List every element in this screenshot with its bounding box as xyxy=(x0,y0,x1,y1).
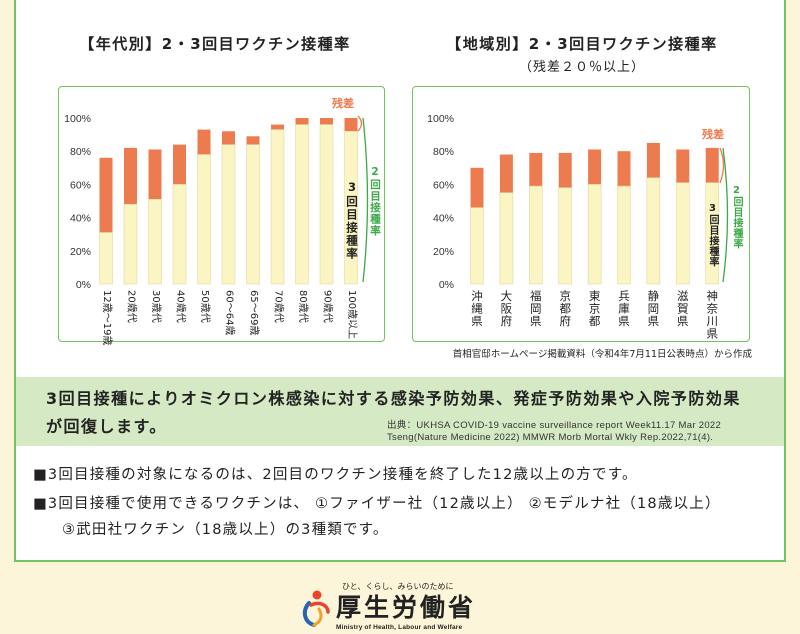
mhlw-person-icon xyxy=(302,590,330,627)
residual-label: 残差 xyxy=(332,97,354,110)
bar-third-dose xyxy=(99,232,113,285)
y-tick-label: 40% xyxy=(433,213,454,225)
logo-tagline: ひと、くらし、みらいのために xyxy=(342,582,454,591)
y-tick-label: 20% xyxy=(433,246,454,258)
bar-third-dose xyxy=(221,144,236,285)
region-chart-title: 【地域別】2・3回目ワクチン接種率 xyxy=(446,35,718,53)
x-category-label: 60～64歳 xyxy=(223,290,235,336)
y-tick-label: 80% xyxy=(70,146,91,158)
x-category-label: 京都府 xyxy=(558,290,573,328)
chart-frame xyxy=(412,86,750,342)
source-note: 首相官邸ホームページ掲載資料（令和4年7月11日公表時点）から作成 xyxy=(452,349,752,360)
y-tick-label: 20% xyxy=(70,246,91,258)
citation: Tseng(Nature Medicine 2022) MMWR Morb Mo… xyxy=(387,432,714,443)
logo-name: 厚生労働省 xyxy=(336,593,477,622)
bar-third-dose xyxy=(675,182,690,285)
second-dose-bracket xyxy=(362,117,369,283)
x-category-label: 東京都 xyxy=(587,290,602,328)
bar-third-dose xyxy=(617,185,631,285)
x-category-label: 40歳代 xyxy=(174,290,186,323)
x-category-label: 30歳代 xyxy=(150,290,161,323)
x-category-label: 80歳代 xyxy=(297,290,308,323)
x-category-label: 90歳代 xyxy=(321,290,333,323)
bar-third-dose xyxy=(558,187,572,285)
second-dose-label: 2回目接種率 xyxy=(369,166,381,237)
age-bar-chart: 0% 20% 40% 60% 80% 100% 残差 3回目接種率 2回目接種率 12歳～… xyxy=(58,86,385,346)
x-category-label: 20歳代 xyxy=(125,290,137,323)
x-category-label: 65～69歳 xyxy=(248,290,259,336)
y-tick-label: 60% xyxy=(70,179,91,191)
bar-third-dose xyxy=(270,129,285,285)
bar-third-dose xyxy=(123,204,138,285)
banner-line: 3回目接種によりオミクロン株感染に対する感染予防効果、発症予防効果や入院予防効果 xyxy=(46,389,741,408)
logo-english-name: Ministry of Health, Labour and Welfare xyxy=(336,624,463,631)
effect-banner: 3回目接種によりオミクロン株感染に対する感染予防効果、発症予防効果や入院予防効果… xyxy=(16,377,784,446)
note-line: ③武田社ワクチン（18歳以上）の3種類です。 xyxy=(62,522,389,538)
x-category-label: 100歳以上 xyxy=(346,290,357,340)
third-dose-label: 3回目接種率 xyxy=(707,203,718,267)
y-tick-label: 80% xyxy=(433,146,454,158)
y-tick-label: 0% xyxy=(76,279,91,291)
bar-third-dose xyxy=(470,207,484,285)
x-category-label: 12歳～19歳 xyxy=(101,290,112,346)
x-category-label: 沖縄県 xyxy=(470,290,484,328)
bar-third-dose xyxy=(319,124,334,285)
bar-third-dose xyxy=(499,192,514,285)
age-chart-title: 【年代別】2・3回目ワクチン接種率 xyxy=(79,35,351,53)
note-line: ■3回目接種で使用できるワクチンは、 ①ファイザー社（12歳以上） ②モデルナ社… xyxy=(33,496,721,512)
y-tick-label: 100% xyxy=(427,113,454,125)
bar-third-dose xyxy=(344,130,358,285)
x-category-label: 大阪府 xyxy=(499,290,514,328)
x-category-label: 滋賀県 xyxy=(675,290,690,328)
bar-third-dose xyxy=(705,182,720,285)
bar-third-dose xyxy=(172,184,187,285)
bar-third-dose xyxy=(646,177,661,285)
citation: 出典：UKHSA COVID-19 vaccine surveillance r… xyxy=(387,420,722,431)
x-category-label: 50歳代 xyxy=(199,290,210,323)
region-chart-subtitle: （残差２０％以上） xyxy=(518,60,645,75)
x-category-label: 神奈川県 xyxy=(705,290,720,340)
third-dose-label: 3回目接種率 xyxy=(345,180,359,261)
bar-third-dose xyxy=(197,154,211,285)
bar-third-dose xyxy=(246,144,260,285)
y-tick-label: 60% xyxy=(433,179,454,191)
region-bar-chart: 0% 20% 40% 60% 80% 100% 残差 3回目接種率 2回目接種率 沖縄県 大… xyxy=(412,86,750,342)
bar-third-dose xyxy=(587,184,602,285)
residual-bracket xyxy=(719,147,725,184)
age-chart-plot: 0% 20% 40% 60% 80% 100% xyxy=(64,113,369,291)
residual-bracket xyxy=(357,115,363,132)
banner-line: が回復します。 xyxy=(46,417,167,436)
residual-label: 残差 xyxy=(702,128,724,141)
y-tick-label: 40% xyxy=(70,213,91,225)
bar-third-dose xyxy=(529,185,543,285)
y-tick-label: 0% xyxy=(439,279,454,291)
bar-third-dose xyxy=(148,199,162,285)
note-line: ■3回目接種の対象になるのは、2回目のワクチン接種を終了した12歳以上の方です。 xyxy=(33,467,638,483)
region-chart-plot: 0% 20% 40% 60% 80% 100% xyxy=(427,113,729,291)
x-category-label: 兵庫県 xyxy=(617,290,631,328)
second-dose-bracket xyxy=(722,147,729,283)
x-category-label: 福岡県 xyxy=(528,290,543,328)
second-dose-label: 2回目接種率 xyxy=(731,185,742,249)
y-tick-label: 100% xyxy=(64,113,91,125)
x-category-label: 静岡県 xyxy=(646,290,661,328)
x-category-label: 70歳代 xyxy=(272,290,284,323)
bar-third-dose xyxy=(295,124,309,285)
